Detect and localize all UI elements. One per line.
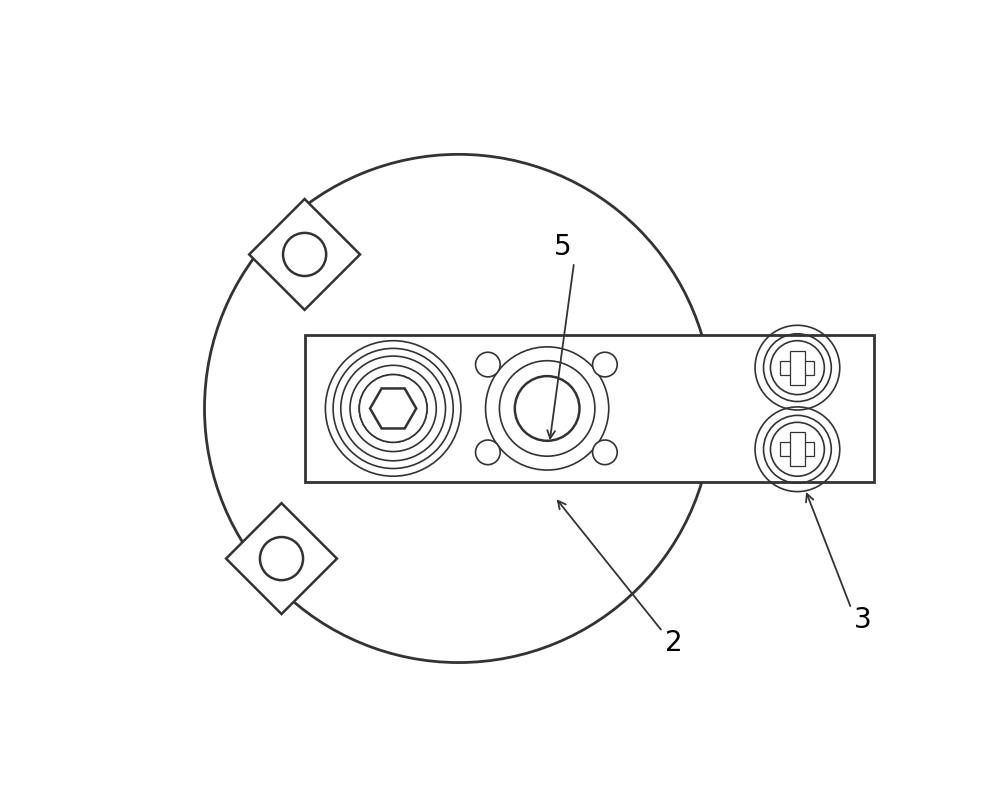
Circle shape [770,341,824,394]
Circle shape [476,353,500,377]
Text: 3: 3 [854,606,872,634]
Bar [780,442,814,456]
Circle shape [515,376,579,441]
Text: 2: 2 [665,630,683,658]
Circle shape [476,440,500,464]
Bar [790,432,805,466]
Bar [780,361,814,375]
Circle shape [770,423,824,477]
Bar [790,351,805,385]
Circle shape [359,374,427,442]
Polygon shape [226,503,337,614]
Polygon shape [370,389,416,428]
Polygon shape [249,199,360,310]
Bar [305,336,874,481]
Circle shape [593,440,617,464]
Circle shape [593,353,617,377]
Text: 5: 5 [554,233,571,261]
